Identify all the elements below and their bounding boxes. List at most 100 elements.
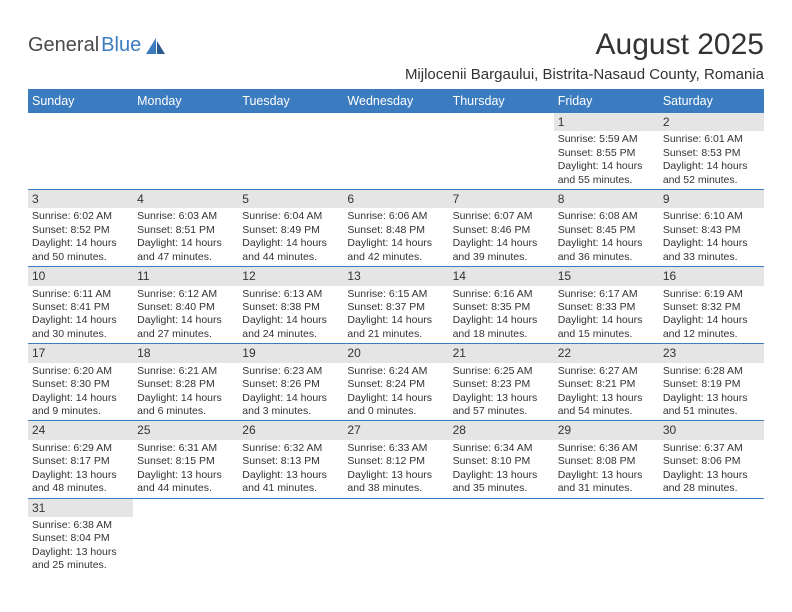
day-number: 7 — [449, 190, 554, 208]
calendar-cell-empty — [28, 113, 133, 190]
sunrise-line: Sunrise: 6:38 AM — [32, 519, 129, 532]
daylight-line: Daylight: 14 hours and 33 minutes. — [663, 237, 760, 264]
day-header: Monday — [133, 89, 238, 113]
sunrise-line: Sunrise: 6:04 AM — [242, 210, 339, 223]
daylight-line: Daylight: 14 hours and 24 minutes. — [242, 314, 339, 341]
sunset-line: Sunset: 8:08 PM — [558, 455, 655, 468]
day-number: 18 — [133, 344, 238, 362]
daylight-line: Daylight: 14 hours and 21 minutes. — [347, 314, 444, 341]
sunrise-line: Sunrise: 6:17 AM — [558, 288, 655, 301]
sunrise-line: Sunrise: 6:25 AM — [453, 365, 550, 378]
sunset-line: Sunset: 8:49 PM — [242, 224, 339, 237]
day-data: Sunrise: 6:28 AMSunset: 8:19 PMDaylight:… — [659, 363, 764, 421]
calendar-row: 17Sunrise: 6:20 AMSunset: 8:30 PMDayligh… — [28, 344, 764, 421]
day-data: Sunrise: 6:29 AMSunset: 8:17 PMDaylight:… — [28, 440, 133, 498]
day-data: Sunrise: 6:31 AMSunset: 8:15 PMDaylight:… — [133, 440, 238, 498]
daylight-line: Daylight: 14 hours and 55 minutes. — [558, 160, 655, 187]
day-number: 21 — [449, 344, 554, 362]
sunrise-line: Sunrise: 6:06 AM — [347, 210, 444, 223]
day-data: Sunrise: 6:19 AMSunset: 8:32 PMDaylight:… — [659, 286, 764, 344]
sunrise-line: Sunrise: 6:01 AM — [663, 133, 760, 146]
calendar-cell-empty — [238, 113, 343, 190]
calendar-cell: 5Sunrise: 6:04 AMSunset: 8:49 PMDaylight… — [238, 190, 343, 267]
sunset-line: Sunset: 8:53 PM — [663, 147, 760, 160]
sunrise-line: Sunrise: 6:32 AM — [242, 442, 339, 455]
sunrise-line: Sunrise: 6:02 AM — [32, 210, 129, 223]
day-data: Sunrise: 6:04 AMSunset: 8:49 PMDaylight:… — [238, 208, 343, 266]
daylight-line: Daylight: 13 hours and 44 minutes. — [137, 469, 234, 496]
daylight-line: Daylight: 13 hours and 54 minutes. — [558, 392, 655, 419]
sunrise-line: Sunrise: 6:08 AM — [558, 210, 655, 223]
calendar-cell: 19Sunrise: 6:23 AMSunset: 8:26 PMDayligh… — [238, 344, 343, 421]
sunset-line: Sunset: 8:30 PM — [32, 378, 129, 391]
brand-part1: General — [28, 34, 99, 57]
day-number: 17 — [28, 344, 133, 362]
day-number: 4 — [133, 190, 238, 208]
sunset-line: Sunset: 8:24 PM — [347, 378, 444, 391]
sunrise-line: Sunrise: 6:13 AM — [242, 288, 339, 301]
sunrise-line: Sunrise: 6:34 AM — [453, 442, 550, 455]
sunrise-line: Sunrise: 6:31 AM — [137, 442, 234, 455]
sunrise-line: Sunrise: 6:29 AM — [32, 442, 129, 455]
calendar-row: 10Sunrise: 6:11 AMSunset: 8:41 PMDayligh… — [28, 267, 764, 344]
day-data: Sunrise: 6:16 AMSunset: 8:35 PMDaylight:… — [449, 286, 554, 344]
sunset-line: Sunset: 8:19 PM — [663, 378, 760, 391]
daylight-line: Daylight: 14 hours and 30 minutes. — [32, 314, 129, 341]
calendar-cell-empty — [554, 498, 659, 575]
calendar-cell: 24Sunrise: 6:29 AMSunset: 8:17 PMDayligh… — [28, 421, 133, 498]
sunset-line: Sunset: 8:48 PM — [347, 224, 444, 237]
calendar-cell-empty — [449, 113, 554, 190]
day-number: 2 — [659, 113, 764, 131]
day-data: Sunrise: 6:20 AMSunset: 8:30 PMDaylight:… — [28, 363, 133, 421]
month-title: August 2025 — [405, 28, 764, 62]
daylight-line: Daylight: 14 hours and 50 minutes. — [32, 237, 129, 264]
sunrise-line: Sunrise: 6:37 AM — [663, 442, 760, 455]
day-number: 31 — [28, 499, 133, 517]
sunset-line: Sunset: 8:28 PM — [137, 378, 234, 391]
calendar-cell: 25Sunrise: 6:31 AMSunset: 8:15 PMDayligh… — [133, 421, 238, 498]
day-number: 23 — [659, 344, 764, 362]
calendar-head: SundayMondayTuesdayWednesdayThursdayFrid… — [28, 89, 764, 113]
sunset-line: Sunset: 8:15 PM — [137, 455, 234, 468]
day-data: Sunrise: 6:03 AMSunset: 8:51 PMDaylight:… — [133, 208, 238, 266]
calendar-cell: 20Sunrise: 6:24 AMSunset: 8:24 PMDayligh… — [343, 344, 448, 421]
sunset-line: Sunset: 8:06 PM — [663, 455, 760, 468]
calendar-cell: 3Sunrise: 6:02 AMSunset: 8:52 PMDaylight… — [28, 190, 133, 267]
daylight-line: Daylight: 14 hours and 9 minutes. — [32, 392, 129, 419]
day-header: Tuesday — [238, 89, 343, 113]
sunrise-line: Sunrise: 6:33 AM — [347, 442, 444, 455]
calendar-cell: 16Sunrise: 6:19 AMSunset: 8:32 PMDayligh… — [659, 267, 764, 344]
day-number: 19 — [238, 344, 343, 362]
day-number: 26 — [238, 421, 343, 439]
day-data: Sunrise: 6:12 AMSunset: 8:40 PMDaylight:… — [133, 286, 238, 344]
daylight-line: Daylight: 13 hours and 35 minutes. — [453, 469, 550, 496]
sunset-line: Sunset: 8:40 PM — [137, 301, 234, 314]
sunset-line: Sunset: 8:43 PM — [663, 224, 760, 237]
calendar-row: 1Sunrise: 5:59 AMSunset: 8:55 PMDaylight… — [28, 113, 764, 190]
calendar-cell: 28Sunrise: 6:34 AMSunset: 8:10 PMDayligh… — [449, 421, 554, 498]
calendar-cell: 17Sunrise: 6:20 AMSunset: 8:30 PMDayligh… — [28, 344, 133, 421]
day-data: Sunrise: 6:17 AMSunset: 8:33 PMDaylight:… — [554, 286, 659, 344]
daylight-line: Daylight: 13 hours and 57 minutes. — [453, 392, 550, 419]
calendar-cell-empty — [343, 113, 448, 190]
day-data: Sunrise: 5:59 AMSunset: 8:55 PMDaylight:… — [554, 131, 659, 189]
daylight-line: Daylight: 14 hours and 0 minutes. — [347, 392, 444, 419]
day-number: 5 — [238, 190, 343, 208]
sunset-line: Sunset: 8:26 PM — [242, 378, 339, 391]
sunset-line: Sunset: 8:52 PM — [32, 224, 129, 237]
sunrise-line: Sunrise: 6:19 AM — [663, 288, 760, 301]
sunset-line: Sunset: 8:32 PM — [663, 301, 760, 314]
day-header-row: SundayMondayTuesdayWednesdayThursdayFrid… — [28, 89, 764, 113]
day-number: 6 — [343, 190, 448, 208]
calendar-cell: 9Sunrise: 6:10 AMSunset: 8:43 PMDaylight… — [659, 190, 764, 267]
calendar-row: 31Sunrise: 6:38 AMSunset: 8:04 PMDayligh… — [28, 498, 764, 575]
calendar-cell-empty — [449, 498, 554, 575]
calendar-cell: 10Sunrise: 6:11 AMSunset: 8:41 PMDayligh… — [28, 267, 133, 344]
day-number: 22 — [554, 344, 659, 362]
sunset-line: Sunset: 8:38 PM — [242, 301, 339, 314]
sunset-line: Sunset: 8:55 PM — [558, 147, 655, 160]
calendar-cell: 7Sunrise: 6:07 AMSunset: 8:46 PMDaylight… — [449, 190, 554, 267]
day-number: 9 — [659, 190, 764, 208]
day-number: 8 — [554, 190, 659, 208]
day-data: Sunrise: 6:15 AMSunset: 8:37 PMDaylight:… — [343, 286, 448, 344]
